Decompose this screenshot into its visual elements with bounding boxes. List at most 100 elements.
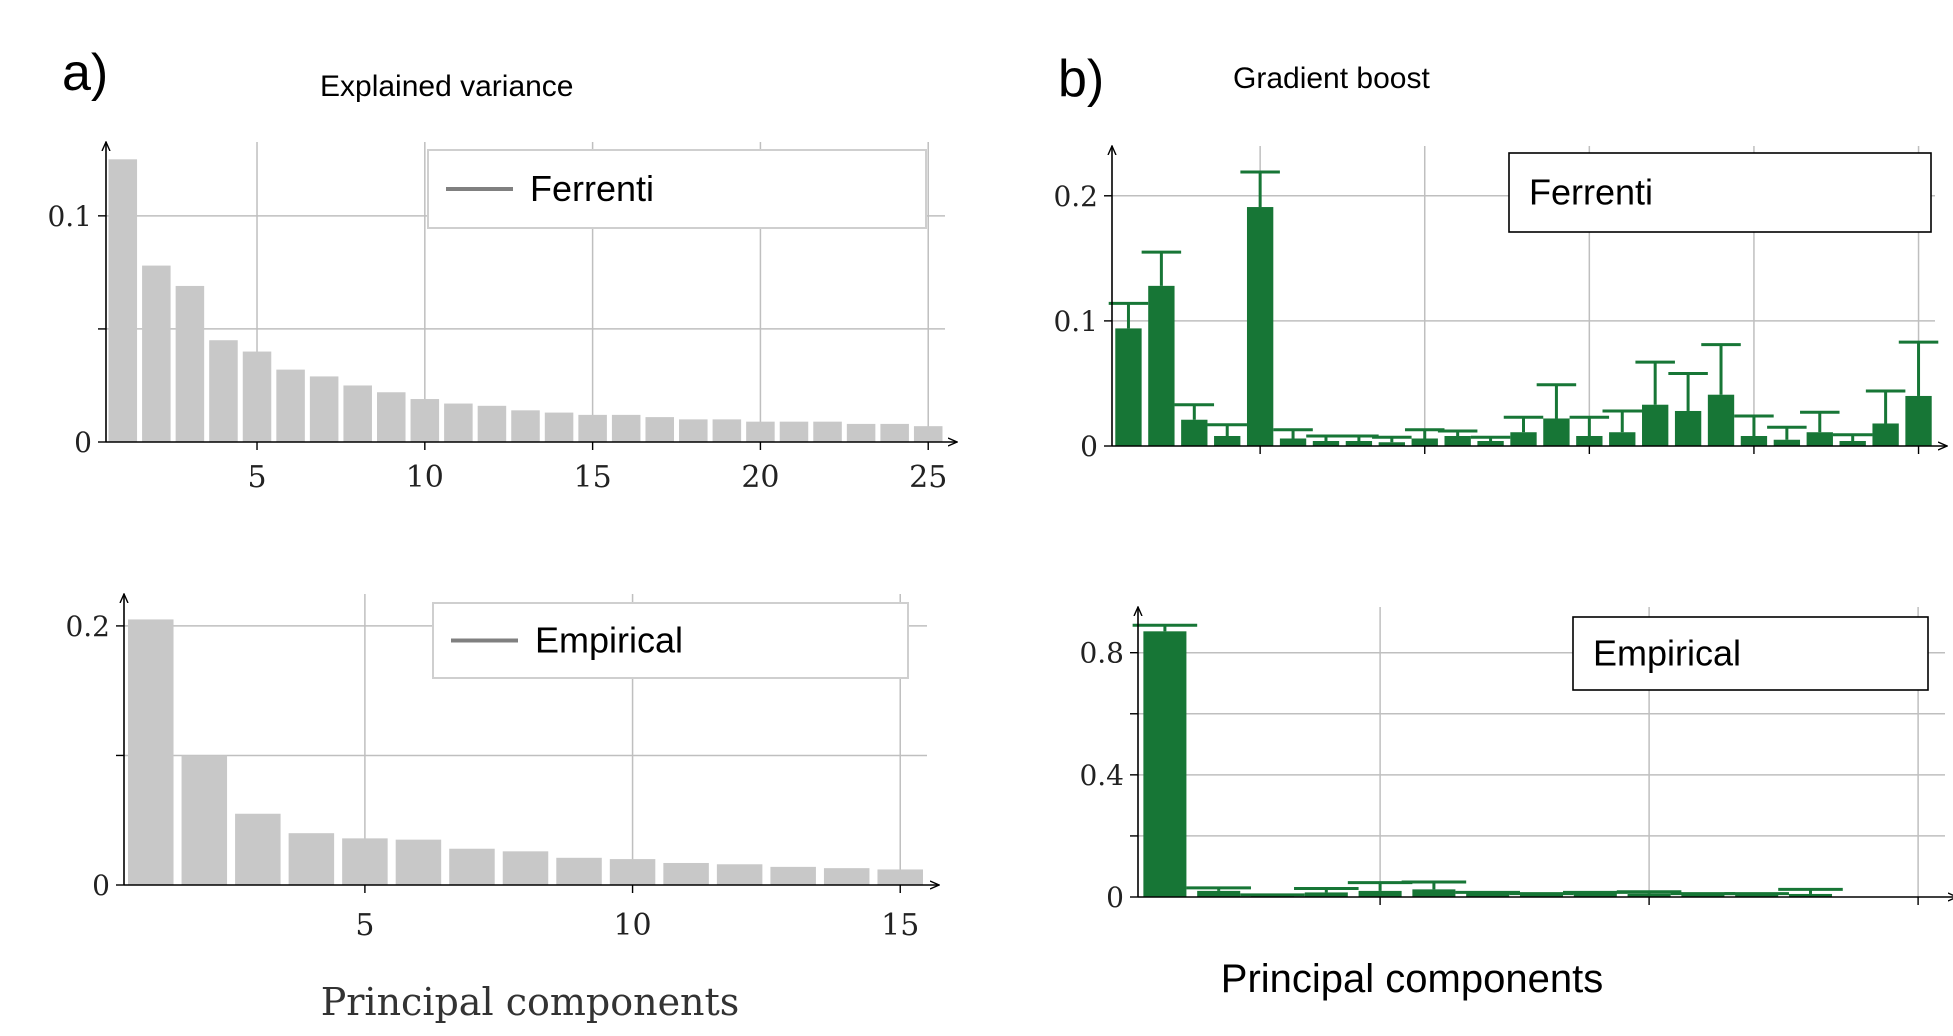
- y-tick-label: 0.4: [1079, 759, 1124, 792]
- bar: [679, 419, 708, 442]
- bar: [175, 285, 205, 442]
- bar: [276, 369, 305, 442]
- bar: [376, 392, 406, 442]
- bar: [1674, 410, 1702, 446]
- bar: [846, 423, 876, 442]
- legend-label: Empirical: [1593, 633, 1741, 674]
- bar: [502, 851, 549, 885]
- panel-b-title: Gradient boost: [1233, 62, 1430, 95]
- bar: [1444, 435, 1471, 446]
- bar: [1345, 440, 1373, 446]
- bar: [343, 385, 372, 442]
- bar: [108, 159, 138, 443]
- x-tick-label: 15: [574, 460, 612, 495]
- y-tick-label: 0.8: [1079, 637, 1124, 670]
- bar: [242, 351, 272, 442]
- legend-label: Empirical: [535, 620, 683, 661]
- bar: [770, 866, 816, 885]
- x-tick-label: 5: [247, 460, 266, 495]
- bar: [1214, 435, 1241, 446]
- bar: [544, 412, 574, 442]
- bar: [410, 399, 440, 442]
- bar: [813, 421, 842, 442]
- bar: [309, 376, 339, 442]
- bar: [1143, 631, 1187, 897]
- panel-a-title: Explained variance: [320, 70, 574, 103]
- bar: [1681, 894, 1725, 897]
- y-tick-label: 0.2: [65, 610, 110, 643]
- bar: [1466, 893, 1510, 897]
- bar: [395, 839, 442, 885]
- bar: [1735, 894, 1779, 897]
- bar: [1477, 440, 1504, 446]
- chart-gradient-boost-empirical: 0 0.4 0.8 Empirical: [1079, 607, 1953, 914]
- bar: [823, 868, 870, 885]
- bar: [1543, 418, 1570, 446]
- bar: [1905, 395, 1932, 446]
- y-tick-label: 0.1: [1053, 305, 1098, 338]
- panel-b-xlabel: Principal components: [1221, 957, 1603, 1001]
- bar: [1839, 440, 1866, 446]
- chart-gradient-boost-ferrenti: 0 0.1 0.2 Ferrenti: [1053, 146, 1947, 463]
- x-tick-label: 10: [613, 908, 651, 943]
- bar: [712, 419, 742, 442]
- y-tick-label: 0.2: [1053, 180, 1098, 213]
- x-tick-label: 10: [406, 460, 444, 495]
- bar: [128, 619, 174, 885]
- bar: [181, 755, 228, 885]
- bar: [1358, 890, 1402, 897]
- bar: [1576, 435, 1603, 446]
- bar: [663, 862, 709, 885]
- bar: [1312, 440, 1340, 446]
- bar: [611, 414, 641, 442]
- x-tick-label: 20: [741, 460, 779, 495]
- bar: [1773, 439, 1801, 446]
- bar: [1246, 207, 1274, 446]
- legend-label: Ferrenti: [530, 168, 654, 209]
- bar: [779, 421, 809, 442]
- x-tick-label: 5: [355, 908, 374, 943]
- bar: [1642, 404, 1669, 446]
- bar: [1378, 442, 1405, 446]
- panel-a-xlabel: Principal components: [321, 980, 740, 1024]
- bar: [477, 405, 507, 442]
- bar: [609, 859, 656, 885]
- bar: [1181, 419, 1208, 446]
- y-tick-label: 0: [1106, 881, 1124, 914]
- bar: [877, 869, 923, 885]
- bar: [142, 265, 171, 442]
- panel-a-label: a): [62, 44, 108, 102]
- bar: [1411, 438, 1438, 446]
- legend-label: Ferrenti: [1529, 172, 1653, 213]
- bar: [578, 414, 607, 442]
- bar: [1740, 435, 1768, 446]
- bar: [1197, 890, 1241, 897]
- legend-box: [1572, 616, 1929, 691]
- chart-explained-variance-ferrenti: 0 0.1 5 10 15 20 25 Ferrenti: [47, 142, 957, 495]
- bar: [1573, 893, 1617, 897]
- bar: [645, 417, 675, 442]
- bar: [880, 423, 909, 442]
- bar: [342, 838, 388, 885]
- bar: [1115, 328, 1142, 446]
- x-tick-label: 25: [909, 460, 947, 495]
- bar: [746, 421, 775, 442]
- bar: [556, 857, 602, 885]
- bar: [1279, 438, 1307, 446]
- bar: [449, 848, 495, 885]
- bar: [1707, 394, 1735, 446]
- bar: [1609, 432, 1636, 446]
- bar: [235, 813, 281, 885]
- bar: [1627, 893, 1671, 897]
- bar: [511, 410, 540, 442]
- panel-b-label: b): [1058, 50, 1104, 108]
- chart-explained-variance-empirical: 0 0.2 5 10 15 Empirical: [65, 594, 939, 943]
- legend-box: [432, 602, 909, 679]
- bar: [913, 426, 943, 442]
- bar: [1412, 889, 1456, 897]
- y-tick-label: 0: [74, 426, 92, 459]
- bar: [1806, 432, 1833, 446]
- bar: [1148, 285, 1175, 446]
- bar: [1519, 894, 1564, 897]
